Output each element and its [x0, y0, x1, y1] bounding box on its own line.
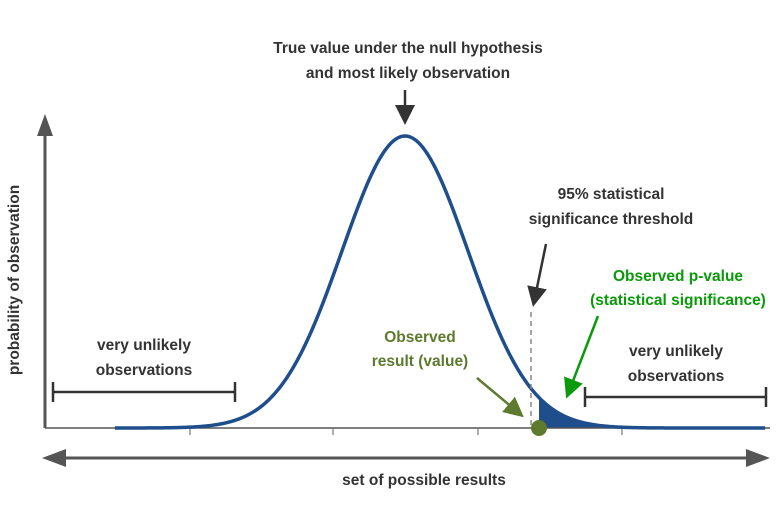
- observed-point-icon: [531, 420, 547, 436]
- left-tail-bracket: [51, 382, 237, 402]
- observed-result-arrow: [476, 377, 524, 418]
- right-tail-label-line2: observations: [628, 368, 724, 385]
- x-axis-label: set of possible results: [342, 472, 506, 489]
- normal-distribution-curve: [115, 134, 765, 430]
- baseline-ticks: [189, 428, 623, 435]
- right-tail-bracket: [583, 387, 768, 407]
- observed-label-line1: Observed: [384, 329, 456, 346]
- p-value-arrow: [564, 315, 600, 399]
- x-axis-right-arrow-icon: [746, 449, 770, 467]
- threshold-arrow: [527, 243, 548, 307]
- p-value-shaded-area: [539, 397, 640, 428]
- p-value-label-line2: (statistical significance): [590, 292, 766, 309]
- left-tail-label-line1: very unlikely: [97, 337, 191, 354]
- y-axis-label: probability of observation: [6, 185, 23, 375]
- threshold-label-line1: 95% statistical: [558, 186, 665, 203]
- x-axis-left-arrow-icon: [42, 449, 66, 467]
- y-axis-arrow-icon: [37, 114, 53, 136]
- observed-label-line2: result (value): [372, 353, 468, 370]
- threshold-label-line2: significance threshold: [529, 211, 694, 228]
- p-value-label-line1: Observed p-value: [613, 268, 743, 285]
- right-tail-label-line1: very unlikely: [629, 343, 723, 360]
- peak-label-line1: True value under the null hypothesis: [273, 40, 543, 57]
- left-tail-label-line2: observations: [96, 362, 192, 379]
- peak-label-line2: and most likely observation: [306, 65, 510, 82]
